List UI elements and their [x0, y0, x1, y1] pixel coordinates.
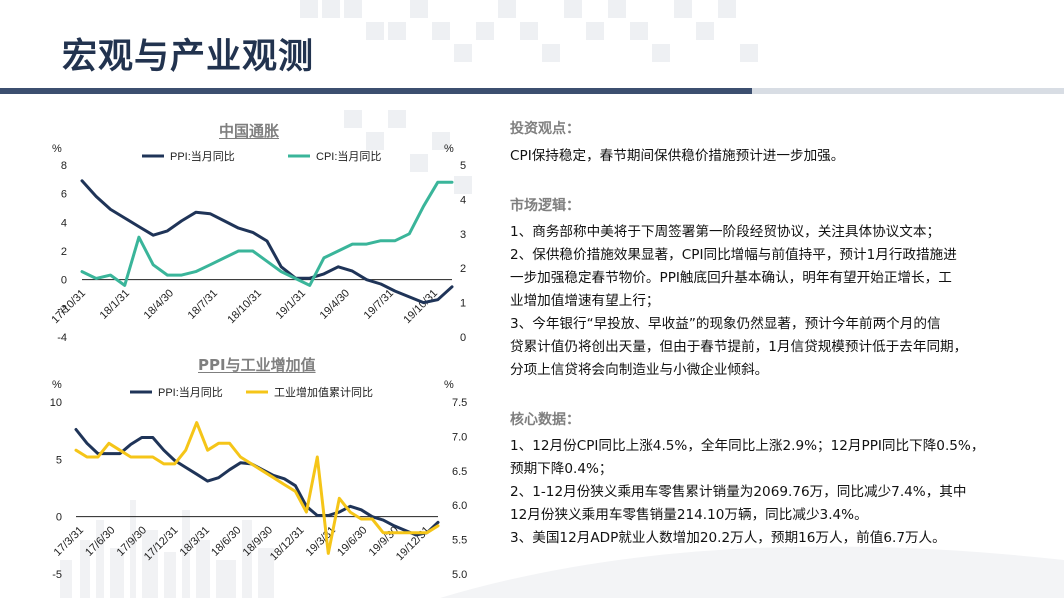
chart2-left-unit: %	[52, 379, 62, 391]
data-title: 核心数据：	[510, 412, 580, 428]
logic-item-3-line3: 分项上信贷将会向制造业与小微企业倾斜。	[510, 362, 769, 378]
logic-item-1: 1、商务部称中美将于下周签署第一阶段经贸协议，关注具体协议文本；	[510, 224, 941, 240]
chart2-series-1-line	[74, 428, 440, 537]
chart1-right-tick: 2	[460, 263, 466, 275]
data-item-3: 3、美国12月ADP就业人数增加20.2万人，预期16万人，前值6.7万人。	[510, 530, 946, 546]
chart1-title: 中国通胀	[219, 122, 280, 140]
chart1-x-tick: 19/4/30	[318, 287, 352, 321]
chart2-x-tick: 19/6/30	[335, 524, 369, 558]
chart1-left-unit: %	[52, 143, 62, 155]
view-text: CPI保持稳定，春节期间保供稳价措施预计进一步加强。	[510, 148, 845, 164]
logic-item-3-line1: 3、今年银行“早投放、早收益”的现象仍然显著，预计今年前两个月的信	[510, 316, 941, 332]
page-title: 宏观与产业观测	[62, 37, 315, 77]
chart1-right-tick: 0	[460, 332, 466, 344]
chart2-right-tick: 7.0	[452, 431, 467, 443]
chart1-right-tick: 5	[460, 160, 466, 172]
chart2-title: PPI与工业增加值	[198, 356, 316, 374]
chart2-series-2-line	[74, 421, 440, 555]
chart2-right-tick: 5.0	[452, 569, 467, 581]
chart1-x-tick: 17/10/31	[49, 287, 88, 326]
chart2-x-tick: 17/12/31	[142, 524, 181, 563]
chart2-legend-label-1: PPI:当月同比	[158, 385, 223, 399]
chart1-x-tick: 19/10/31	[401, 287, 440, 326]
logic-item-2-line2: 一步加强稳定春节物价。PPI触底回升基本确认，明年有望开始正增长，工	[510, 270, 952, 286]
chart1-series-1-line	[80, 179, 454, 305]
data-item-2-line2: 12月份狭义乘用车零售销量214.10万辆，同比减少3.4%。	[510, 507, 868, 523]
chart2-right-tick: 6.5	[452, 466, 467, 478]
data-item-1-line2: 预期下降0.4%；	[510, 461, 613, 477]
chart2-right-tick: 6.0	[452, 500, 467, 512]
chart1-legend-label-2: CPI:当月同比	[316, 149, 381, 163]
chart1-left-tick: 4	[61, 217, 67, 229]
data-item-2-line1: 2、1-12月份狭义乘用车零售累计销量为2069.76万，同比减少7.4%，其中	[510, 484, 967, 500]
chart1-x-tick: 18/7/31	[186, 287, 220, 321]
chart1-left-tick: -4	[57, 332, 67, 344]
chart2-legend-label-2: 工业增加值累计同比	[274, 385, 373, 399]
chart2-ppi-industrial: % % 10 5 0 -5 7.5 7.0 6.5 6.0 5.5 5.0 17/3/3117/6/30…	[50, 379, 468, 581]
chart1-left-tick: 0	[61, 275, 67, 287]
chart2-x-tick: 17/6/30	[83, 524, 117, 558]
logic-item-2-line3: 业增加值增速有望上行；	[510, 293, 660, 309]
chart1-left-tick: 8	[61, 160, 67, 172]
chart1-left-tick: 6	[61, 189, 67, 201]
chart1-left-tick: 2	[61, 246, 67, 258]
chart2-x-tick: 17/3/31	[52, 524, 86, 558]
chart1-right-tick: 3	[460, 229, 466, 241]
chart2-left-tick: 10	[50, 397, 62, 409]
logic-item-3-line2: 贷累计值仍将创出天量，但由于春节提前，1月信贷规模预计低于去年同期，	[510, 339, 968, 355]
chart2-x-tick: 18/6/30	[209, 524, 243, 558]
chart1-x-tick: 18/10/31	[225, 287, 264, 326]
chart1-x-tick: 19/7/31	[362, 287, 396, 321]
header-divider-light	[752, 88, 1064, 94]
chart2-left-tick: -5	[52, 569, 62, 581]
chart2-right-unit: %	[444, 379, 454, 391]
chart1-x-tick: 18/1/31	[98, 287, 132, 321]
chart2-right-tick: 7.5	[452, 397, 467, 409]
chart1-right-tick: 1	[460, 298, 466, 310]
chart1-x-tick: 19/1/31	[274, 287, 308, 321]
chart1-right-tick: 4	[460, 194, 466, 206]
logic-title: 市场逻辑：	[510, 198, 580, 214]
chart2-x-tick: 18/12/31	[268, 524, 307, 563]
header-divider	[0, 88, 752, 94]
chart1-legend-label-1: PPI:当月同比	[170, 149, 235, 163]
chart1-left-tick: -2	[57, 303, 67, 315]
chart2-right-tick: 5.5	[452, 535, 467, 547]
logic-item-2-line1: 2、保供稳价措施效果显著，CPI同比增幅与前值持平，预计1月行政措施进	[510, 247, 957, 263]
chart2-x-tick: 19/12/31	[394, 524, 433, 563]
chart2-x-tick: 18/3/31	[178, 524, 212, 558]
view-title: 投资观点：	[510, 121, 580, 137]
chart1-right-unit: %	[444, 143, 454, 155]
data-item-1-line1: 1、12月份CPI同比上涨4.5%，全年同比上涨2.9%；12月PPI同比下降0…	[510, 438, 985, 454]
chart1-series-2-line	[80, 180, 454, 287]
commentary-panel: 投资观点： CPI保持稳定，春节期间保供稳价措施预计进一步加强。 市场逻辑： 1…	[510, 118, 1010, 550]
chart1-x-tick: 18/4/30	[142, 287, 176, 321]
chart2-left-tick: 5	[56, 454, 62, 466]
chart2-left-tick: 0	[56, 512, 62, 524]
